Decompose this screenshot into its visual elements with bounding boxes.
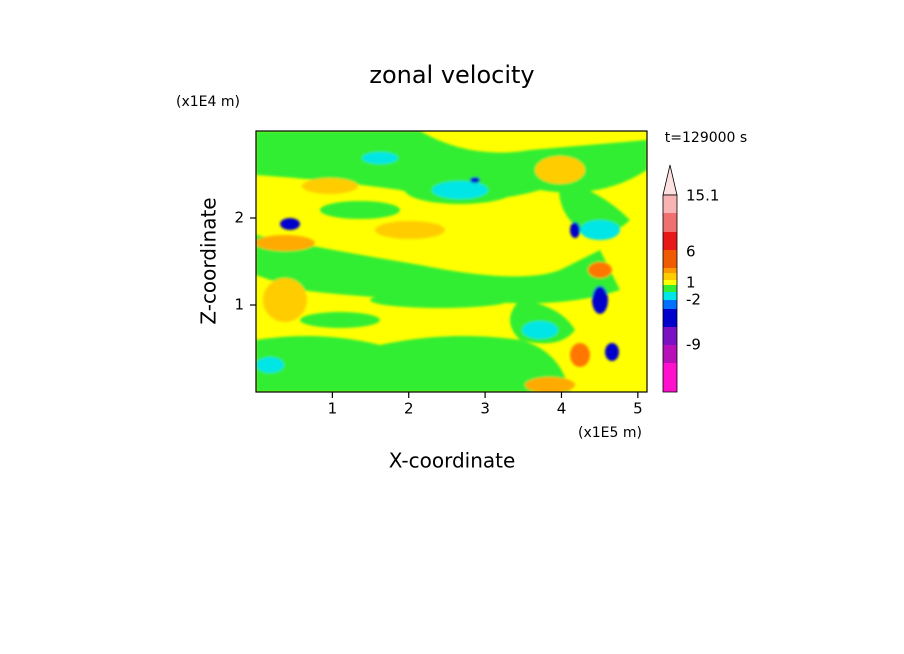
x-tick-label: 3 (480, 400, 490, 418)
y-tick-label: 1 (234, 296, 244, 314)
x-axis-label: X-coordinate (389, 449, 516, 473)
y-unit: (x1E4 m) (176, 94, 240, 110)
colorbar-label: 6 (686, 243, 696, 261)
contour-field (256, 131, 647, 392)
x-tick-label: 5 (633, 400, 643, 418)
x-tick-label: 2 (404, 400, 414, 418)
y-axis-label: Z-coordinate (197, 197, 221, 324)
colorbar-label: -9 (686, 336, 701, 354)
colorbar-label: -2 (686, 291, 701, 309)
x-tick-label: 4 (557, 400, 567, 418)
colorbar-label: 15.1 (686, 187, 719, 205)
x-tick-label: 1 (328, 400, 338, 418)
plot-frame (255, 130, 648, 393)
chart-title: zonal velocity (369, 61, 534, 89)
x-unit: (x1E5 m) (578, 425, 642, 441)
colorbar-label: 1 (686, 274, 696, 292)
colorbar (662, 164, 678, 393)
time-label: t=129000 s (665, 130, 747, 146)
y-tick-label: 2 (234, 209, 244, 227)
